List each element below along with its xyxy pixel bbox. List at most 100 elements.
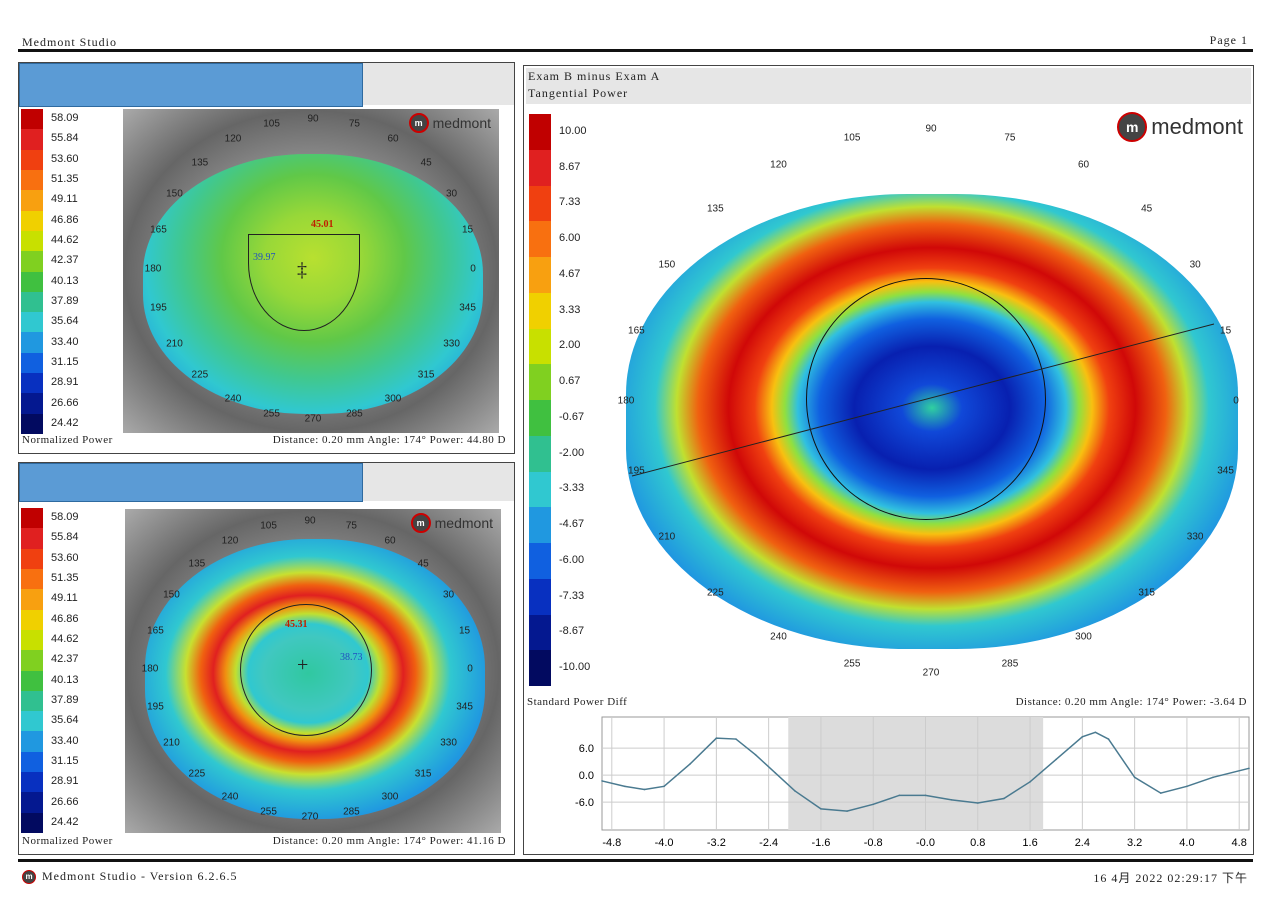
legend-swatch (529, 149, 551, 186)
profile-point (1133, 776, 1136, 779)
angle-label: 60 (1077, 159, 1090, 171)
profile-point (950, 799, 953, 801)
logo-text: medmont (1151, 114, 1243, 139)
legend-swatch (21, 230, 43, 252)
angle-label: 195 (147, 701, 164, 713)
angle-label: 255 (263, 408, 280, 420)
angle-label: 300 (384, 393, 402, 405)
legend-value: 26.66 (51, 795, 79, 808)
legend-value: -7.33 (559, 589, 585, 602)
angle-label: 180 (617, 395, 635, 407)
angle-label: 15 (1220, 325, 1232, 337)
logo-icon: m (1117, 112, 1148, 142)
angle-label: 315 (414, 768, 432, 780)
angle-label: 60 (384, 535, 396, 547)
legend-swatch (21, 109, 43, 130)
legend-value: 53.60 (51, 152, 79, 165)
legend-value: 28.91 (51, 775, 79, 788)
angle-label: 225 (188, 768, 206, 780)
medmont-logo: m medmont (1117, 112, 1243, 142)
angle-label: 315 (1138, 587, 1155, 599)
profile-point (1094, 731, 1097, 734)
angle-label: 315 (417, 369, 435, 381)
legend-swatch (21, 352, 43, 374)
angle-label: 60 (387, 133, 399, 145)
center-crosshair: ‡ (297, 259, 307, 281)
profile-point (774, 772, 776, 774)
angle-label: 210 (163, 737, 180, 749)
difference-panel: Exam B minus Exam A Tangential Power 10.… (523, 65, 1254, 855)
x-tick-label: 4.8 (1232, 837, 1247, 849)
angle-label: 75 (348, 118, 360, 130)
meridian-line (631, 323, 1215, 477)
logo-text: medmont (434, 515, 493, 531)
legend-value: 49.11 (51, 193, 78, 206)
legend-value: 40.13 (51, 673, 79, 686)
legend-value: 35.64 (51, 315, 79, 328)
x-tick-label: 2.4 (1075, 837, 1090, 849)
legend-swatch (21, 312, 43, 333)
angle-label: 345 (456, 701, 473, 713)
x-tick-label: -4.0 (655, 837, 674, 849)
legend-value: 55.84 (51, 132, 79, 145)
angle-label: 210 (658, 531, 676, 543)
map-type-label: Normalized Power (22, 835, 113, 847)
x-tick-label: -1.6 (811, 837, 830, 849)
angle-label: 195 (150, 302, 167, 314)
y-tick-label: 6.0 (579, 743, 594, 755)
profile-point (1248, 767, 1250, 770)
angle-label: 15 (461, 224, 474, 236)
legend-swatch (21, 129, 43, 150)
legend-value: 51.35 (51, 572, 79, 585)
power-profile-chart[interactable]: -4.8 -4.0 -3.2 -2.4 -1.6 -0.8 -0.0 0.8 1.6 2.4 3.2… (524, 714, 1253, 852)
legend-swatch (21, 373, 43, 394)
profile-point (643, 788, 646, 791)
difference-legend: 10.00 8.67 7.33 6.00 4.67 3.33 2.00 0.67 -0.67 -2… (529, 114, 629, 686)
angle-label: 300 (381, 791, 399, 803)
x-tick-label: -3.2 (707, 837, 726, 849)
legend-swatch (21, 548, 43, 569)
angle-label: 270 (922, 667, 940, 679)
topography-map[interactable]: ‡ 45.01 39.97 m medmont 90 105 120 135 150 165… (123, 109, 499, 433)
profile-point (1159, 792, 1162, 794)
legend-swatch (21, 772, 43, 793)
logo-icon: m (22, 869, 36, 884)
legend-swatch (529, 507, 551, 543)
angle-label: 165 (147, 625, 164, 637)
profile-point (663, 785, 665, 788)
profile-point (754, 754, 757, 756)
legend-value: 33.40 (51, 734, 79, 747)
legend-swatch (21, 251, 43, 272)
color-legend: 58.09 55.84 53.60 51.35 49.11 46.86 44.62 42.37… (21, 109, 121, 434)
x-tick-label: -0.0 (916, 837, 935, 849)
angle-label: 120 (770, 159, 787, 171)
legend-value: 10.00 (559, 124, 587, 137)
legend-swatch (529, 328, 551, 365)
app-title: Medmont Studio (22, 35, 118, 49)
legend-value: 46.86 (51, 612, 79, 625)
angle-label: 180 (141, 663, 159, 675)
legend-value: 8.67 (559, 160, 581, 173)
angle-label: 135 (706, 203, 724, 215)
profile-point (1003, 797, 1005, 800)
x-tick-label: 1.6 (1022, 837, 1037, 849)
angle-label: 0 (467, 663, 473, 675)
legend-swatch (21, 589, 43, 610)
legend-swatch (21, 332, 43, 353)
angle-label: 90 (925, 123, 937, 135)
angle-label: 330 (440, 737, 457, 749)
angle-label: 135 (191, 157, 209, 169)
center-crosshair: + (297, 654, 309, 676)
topography-map[interactable]: + 45.31 38.73 m medmont 90 105 120 135 150 165… (125, 509, 501, 833)
legend-swatch (529, 614, 551, 651)
angle-label: 285 (343, 806, 360, 818)
legend-swatch (529, 471, 551, 508)
page-number: Page 1 (1209, 33, 1248, 47)
profile-point (793, 790, 796, 792)
legend-swatch (21, 568, 43, 590)
legend-value: 46.86 (51, 213, 79, 226)
y-tick-label: 0.0 (579, 770, 594, 782)
angle-label: 150 (163, 589, 180, 601)
legend-swatch (21, 149, 43, 170)
legend-swatch (529, 114, 551, 150)
